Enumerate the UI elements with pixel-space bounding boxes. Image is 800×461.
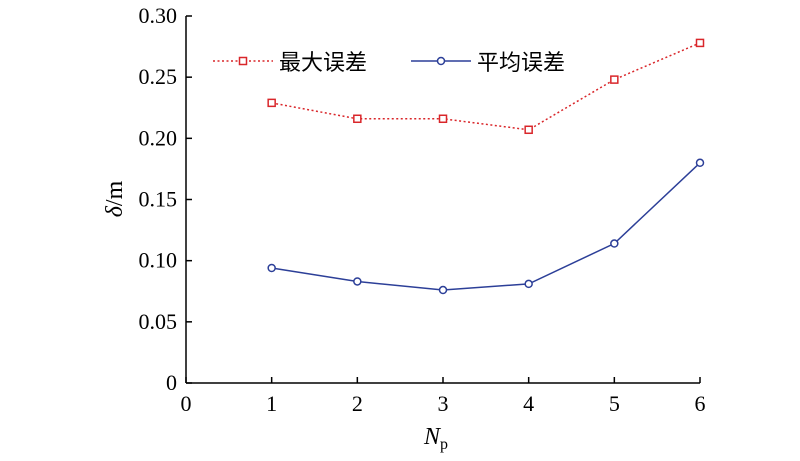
y-ticks: 0 0.05 0.10 0.15 0.20 0.25 0.30	[139, 3, 192, 395]
y-tick-label-3: 0.15	[139, 187, 178, 212]
series-1-point-4	[610, 239, 619, 248]
series-1-point-3	[524, 279, 533, 289]
y-tick-label-5: 0.25	[139, 64, 178, 89]
y-tick-label-4: 0.20	[139, 125, 178, 150]
y-tick-label-1: 0.05	[139, 309, 178, 334]
series-1-point-5	[695, 158, 705, 168]
series-1-point-1	[353, 277, 362, 286]
series-line-1	[271, 162, 701, 291]
series-0-point-4	[610, 75, 619, 84]
series-0-point-2	[438, 114, 448, 124]
x-tick-label-5: 5	[609, 391, 620, 416]
x-ticks: 0 1 2 3 4 5 6	[181, 377, 706, 416]
x-tick-label-2: 2	[352, 391, 363, 416]
x-tick-label-1: 1	[266, 391, 277, 416]
x-tick-label-4: 4	[523, 391, 534, 416]
series-line-0	[271, 42, 701, 131]
y-tick-label-6: 0.30	[139, 3, 178, 28]
x-tick-label-3: 3	[438, 391, 449, 416]
y-tick-label-2: 0.10	[139, 248, 178, 273]
plot-area: 0 0.05 0.10 0.15 0.20 0.25 0.30 0 1 2 3 4 5 6	[139, 3, 706, 416]
series-1-point-2	[438, 285, 448, 295]
legend-label-max: 最大误差	[279, 51, 367, 76]
y-axis-label-unit: /m	[102, 180, 128, 206]
x-tick-label-0: 0	[181, 391, 192, 416]
legend-label-mean: 平均误差	[477, 51, 565, 76]
x-axis-label: Np	[423, 424, 448, 453]
x-tick-label-6: 6	[695, 391, 706, 416]
y-axis-label-symbol: δ	[102, 205, 128, 217]
series-0-point-1	[353, 114, 362, 124]
series-layer	[267, 38, 705, 295]
legend-swatch-marker-max	[238, 56, 248, 66]
series-1-point-0	[267, 263, 276, 273]
legend: 最大误差 平均误差	[213, 51, 565, 76]
legend-entry-mean-error: 平均误差	[411, 51, 565, 76]
y-axis-label: δ/m	[102, 180, 128, 217]
legend-swatch-marker-mean	[436, 56, 446, 66]
y-tick-label-0: 0	[166, 370, 177, 395]
x-axis-label-main: N	[423, 424, 442, 450]
series-0-point-0	[267, 98, 276, 108]
series-0-point-3	[524, 125, 533, 135]
x-axis-label-sub: p	[440, 436, 448, 453]
series-0-point-5	[695, 38, 705, 48]
legend-entry-max-error: 最大误差	[213, 51, 367, 76]
